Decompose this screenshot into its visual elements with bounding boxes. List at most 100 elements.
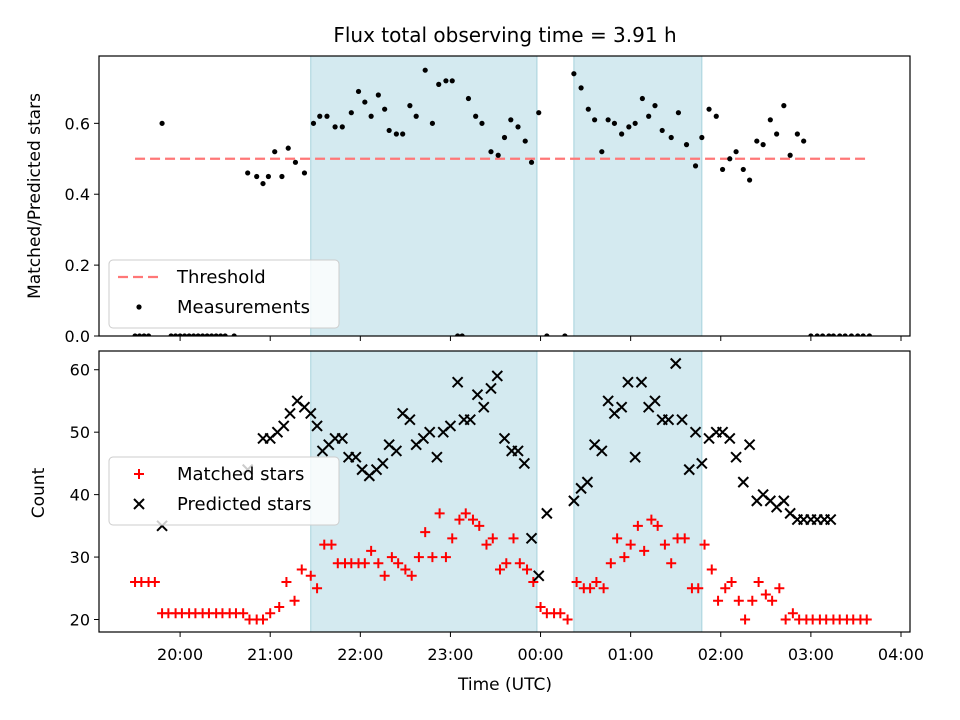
measurement-point (159, 120, 165, 126)
y-tick-label: 0.0 (65, 327, 90, 346)
measurement-point (279, 173, 285, 180)
measurement-point (515, 124, 521, 130)
chart-title: Flux total observing time = 3.91 h (333, 23, 676, 47)
predicted-star-point (568, 495, 580, 507)
matched-star-point (400, 564, 411, 575)
measurement-point (787, 152, 793, 158)
measurement-point (339, 124, 345, 130)
predicted-star-point (629, 451, 641, 463)
matched-star-point (767, 595, 778, 606)
measurement-point (619, 131, 625, 137)
matched-star-point (659, 539, 670, 550)
matched-star-point (787, 608, 798, 619)
measurement-point (436, 81, 442, 87)
matched-star-point (679, 533, 690, 544)
measurement-point (141, 333, 147, 336)
measurement-point (213, 333, 219, 336)
axes-frame (98, 55, 911, 337)
measurement-point (794, 131, 800, 137)
measurement-point (400, 131, 406, 137)
predicted-star-point (724, 432, 736, 445)
y-tick-label: 50 (70, 423, 90, 442)
measurement-point (659, 127, 665, 134)
measurement-point (422, 67, 428, 73)
predicted-star-point (518, 457, 531, 470)
predicted-star-point (350, 451, 362, 463)
matched-star-point (632, 520, 643, 531)
measurement-point (355, 88, 362, 95)
matched-star-point (760, 589, 771, 600)
measurement-point (254, 173, 260, 180)
predicted-star-point (377, 457, 389, 470)
matched-star-point (562, 614, 573, 625)
matched-star-point (666, 558, 677, 569)
predicted-star-point (743, 438, 756, 451)
measurement-point (168, 333, 174, 336)
measurement-point (754, 138, 760, 144)
matched-star-point (487, 533, 498, 544)
measurement-point (808, 333, 814, 336)
predicted-star-point (471, 389, 484, 401)
plot-area (132, 67, 873, 336)
matched-star-point (625, 539, 636, 550)
legend-label: Measurements (177, 297, 310, 318)
predicted-star-point (676, 413, 688, 426)
measurement-point (177, 333, 183, 336)
y-tick-label: 0.6 (65, 114, 90, 133)
measurement-point (837, 333, 843, 336)
observing-span (573, 350, 703, 633)
matched-star-point (289, 595, 300, 606)
predicted-star-point (730, 451, 742, 463)
predicted-star-point (478, 401, 490, 413)
matched-star-point (514, 558, 525, 569)
matched-star-point (571, 577, 582, 588)
predicted-star-point (464, 413, 476, 426)
measurement-point (182, 333, 188, 336)
measurement-point (145, 333, 152, 336)
measurement-point (231, 333, 237, 336)
matched-star-point (366, 545, 377, 556)
measurement-point (172, 333, 179, 336)
y-tick-label: 0.2 (65, 256, 90, 275)
measurement-point (310, 120, 317, 126)
measurement-point (819, 333, 826, 336)
measurement-point (866, 333, 873, 336)
y-tick-label: 30 (70, 548, 90, 567)
predicted-star-point (305, 407, 317, 420)
measurement-point (292, 159, 299, 165)
legend-matched-swatch (134, 469, 144, 479)
measurement-point (245, 170, 251, 176)
matched-star-point (652, 520, 663, 531)
matched-star-point (359, 558, 370, 569)
measurement-point (186, 333, 192, 336)
measurement-point (368, 113, 374, 119)
legend: Matched stars Predicted stars (108, 456, 340, 526)
measurement-point (479, 120, 485, 126)
measurement-point (265, 173, 272, 180)
measurement-point (285, 145, 291, 151)
measurement-point (683, 142, 690, 148)
measurement-point (611, 120, 618, 126)
matched-star-point (427, 552, 438, 563)
matched-star-point (726, 577, 737, 588)
matched-star-point (753, 577, 764, 588)
measurement-point (522, 138, 528, 144)
legend-label: Predicted stars (177, 494, 311, 515)
measurement-point (544, 333, 550, 336)
matched-star-point (413, 552, 424, 563)
measurement-point (706, 106, 712, 112)
measurement-point (488, 149, 494, 155)
matched-star-point (447, 533, 458, 544)
measurement-point (429, 120, 436, 126)
matched-star-point (699, 539, 710, 550)
measurement-point (136, 333, 143, 336)
predicted-star-point (622, 376, 634, 388)
predicted-star-point (404, 413, 416, 426)
matched-star-point (149, 577, 160, 588)
measurement-point (855, 333, 861, 336)
predicted-star-point (390, 445, 403, 457)
measurement-point (324, 113, 330, 119)
predicted-star-point (696, 457, 708, 470)
matched-star-point (373, 558, 384, 569)
matched-star-point (481, 539, 492, 550)
